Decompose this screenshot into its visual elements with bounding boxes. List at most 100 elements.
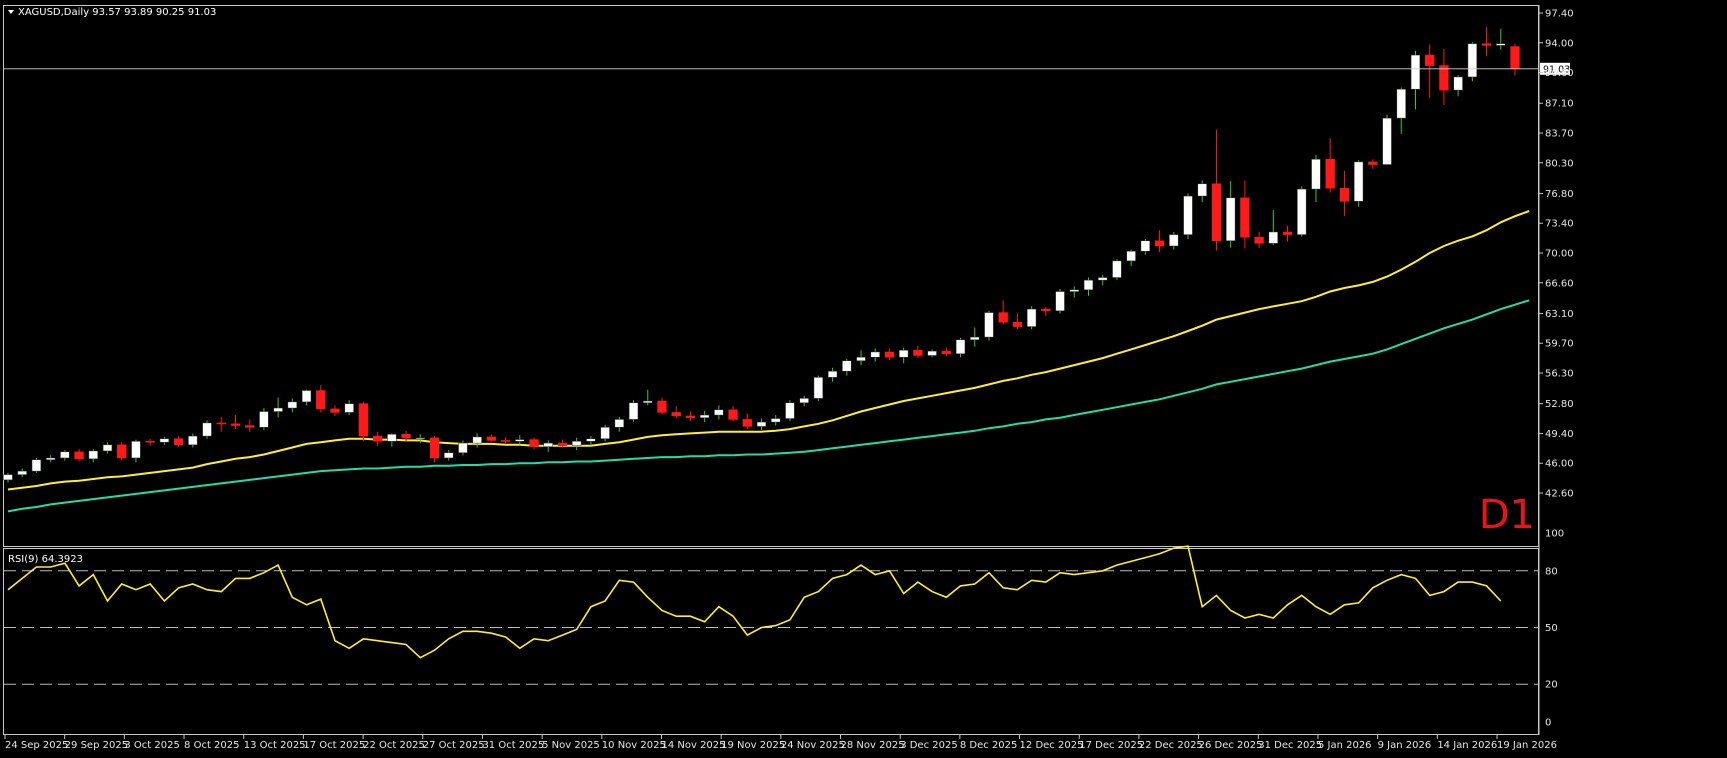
time-tick-label: 8 Oct 2025 bbox=[184, 740, 239, 751]
candle bbox=[358, 401, 369, 442]
candle-body-bear bbox=[330, 408, 340, 413]
candle bbox=[1311, 154, 1321, 203]
candle bbox=[529, 437, 539, 450]
price-tick-label: 42.60 bbox=[1545, 489, 1574, 500]
candle bbox=[1467, 41, 1478, 82]
candle-body-bear bbox=[941, 350, 951, 354]
candle-body-bear bbox=[998, 312, 1008, 323]
candle-body-bull bbox=[188, 435, 198, 446]
candle-body-bear bbox=[884, 351, 895, 358]
candle bbox=[955, 337, 966, 358]
candle-body-bull bbox=[301, 390, 312, 403]
candle-body-bear bbox=[685, 415, 696, 418]
candle bbox=[1510, 43, 1520, 76]
candle bbox=[614, 416, 624, 432]
candle-body-bull bbox=[927, 350, 937, 356]
candle-body-bull bbox=[827, 370, 838, 378]
candle bbox=[173, 436, 184, 447]
candle bbox=[1055, 288, 1065, 314]
candle-body-bear bbox=[913, 349, 923, 356]
candle-body-bull bbox=[1382, 117, 1392, 165]
rsi-panel[interactable] bbox=[3, 548, 1539, 735]
symbol-header: XAGUSD,Daily 93.57 93.89 90.25 91.03 bbox=[18, 7, 216, 18]
candle-body-bear bbox=[74, 451, 84, 460]
candle-body-bull bbox=[472, 436, 482, 444]
current-price-line: 91.03 bbox=[4, 62, 1570, 75]
candle-body-bear bbox=[728, 409, 738, 420]
price-tick-label: 80.30 bbox=[1545, 158, 1574, 169]
ma-fast-layer bbox=[7, 210, 1530, 491]
candle-body-bull bbox=[1396, 88, 1406, 119]
price-tick-label: 59.70 bbox=[1545, 339, 1574, 350]
candle-body-bull bbox=[45, 457, 56, 460]
price-tick-label: 63.10 bbox=[1545, 309, 1574, 320]
candle-body-bull bbox=[159, 438, 170, 443]
candle-body-bear bbox=[1510, 46, 1520, 70]
candle-body-bear bbox=[1439, 65, 1449, 91]
candle-body-bull bbox=[771, 418, 781, 423]
candle bbox=[74, 449, 84, 462]
time-tick-label: 19 Nov 2025 bbox=[721, 740, 785, 751]
candle-body-bull bbox=[628, 402, 639, 420]
candle-body-bull bbox=[3, 474, 13, 481]
candle-body-bull bbox=[259, 411, 269, 428]
candle-body-bear bbox=[230, 423, 241, 426]
candle bbox=[884, 348, 895, 360]
time-tick-label: 12 Dec 2025 bbox=[1020, 740, 1084, 751]
candle bbox=[344, 400, 354, 416]
time-tick-label: 17 Oct 2025 bbox=[303, 740, 365, 751]
candle bbox=[301, 389, 312, 406]
candle-body-bull bbox=[1183, 195, 1193, 235]
candle bbox=[728, 406, 738, 422]
candle bbox=[984, 310, 994, 341]
candle bbox=[1325, 138, 1335, 193]
candle bbox=[45, 455, 56, 463]
price-tick-label: 49.40 bbox=[1545, 429, 1574, 440]
candle bbox=[202, 420, 212, 439]
candle bbox=[159, 436, 170, 445]
candle bbox=[1254, 231, 1264, 248]
candle bbox=[1154, 230, 1165, 253]
price-tick-label: 87.10 bbox=[1545, 99, 1574, 110]
candle-body-bull bbox=[1226, 197, 1236, 241]
candle-body-bear bbox=[671, 412, 681, 417]
candle bbox=[1368, 159, 1378, 169]
timeframe-label: D1 bbox=[1479, 492, 1535, 538]
candle-body-bull bbox=[586, 438, 596, 442]
candle bbox=[145, 438, 155, 446]
candle-body-bear bbox=[1041, 308, 1051, 312]
price-tick-label: 73.40 bbox=[1545, 219, 1574, 230]
candle-body-bull bbox=[287, 401, 297, 409]
candle-body-bull bbox=[273, 407, 283, 412]
candle bbox=[1098, 274, 1108, 286]
candle-body-bull bbox=[131, 441, 141, 459]
ma-slow-layer bbox=[7, 299, 1530, 513]
time-tick-label: 22 Oct 2025 bbox=[363, 740, 425, 751]
candle bbox=[1226, 181, 1236, 248]
candle-body-bear bbox=[1211, 183, 1222, 241]
candle bbox=[117, 442, 127, 461]
rsi-tick-label: 100 bbox=[1545, 529, 1564, 540]
ma-fast-line bbox=[7, 210, 1530, 491]
candle bbox=[756, 418, 767, 430]
candle bbox=[557, 439, 568, 448]
price-panel[interactable] bbox=[3, 5, 1539, 547]
collapse-triangle-icon[interactable] bbox=[8, 10, 14, 14]
candle bbox=[586, 436, 596, 446]
candle-body-bull bbox=[955, 339, 966, 354]
candle-body-bull bbox=[799, 398, 809, 404]
candle bbox=[131, 439, 141, 463]
candle bbox=[970, 327, 980, 347]
candle-body-bull bbox=[842, 360, 852, 372]
time-tick-label: 19 Jan 2026 bbox=[1497, 740, 1557, 751]
candle-body-bear bbox=[557, 442, 568, 446]
candle bbox=[60, 450, 70, 461]
candle bbox=[1041, 307, 1051, 317]
candle-body-bull bbox=[31, 459, 42, 472]
candle bbox=[17, 468, 27, 478]
time-tick-label: 3 Oct 2025 bbox=[124, 740, 179, 751]
candle-body-bull bbox=[1083, 279, 1094, 291]
time-tick-label: 31 Dec 2025 bbox=[1258, 740, 1322, 751]
